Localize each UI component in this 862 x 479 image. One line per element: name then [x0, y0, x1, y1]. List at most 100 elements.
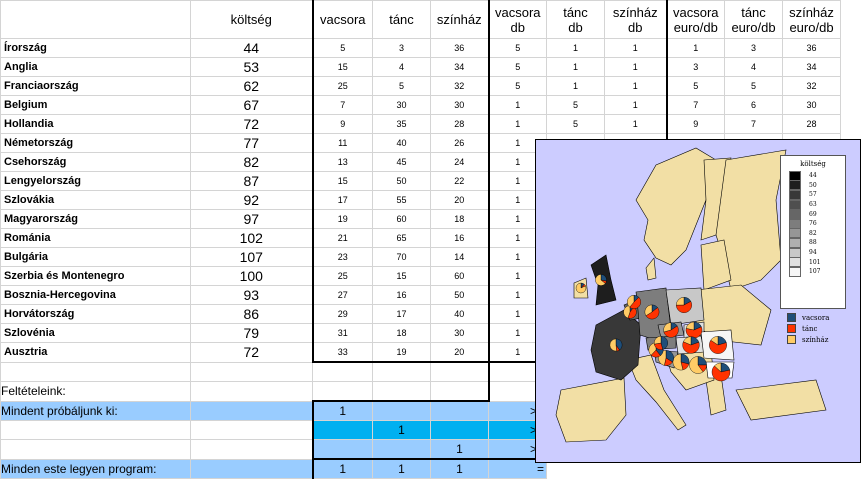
szinhaz-cell[interactable]: 60 — [430, 266, 489, 286]
db-tanc-cell[interactable]: 5 — [546, 95, 605, 115]
cond-tanc-cell[interactable]: 1 — [372, 458, 431, 479]
tanc-cell[interactable]: 40 — [372, 133, 431, 153]
empty-cell[interactable] — [190, 439, 313, 460]
cost-cell[interactable]: 93 — [190, 285, 313, 305]
szinhaz-cell[interactable]: 30 — [430, 95, 489, 115]
country-name[interactable]: Franciaország — [0, 76, 191, 96]
eu-szinhaz-cell[interactable]: 34 — [782, 57, 841, 77]
szinhaz-cell[interactable]: 24 — [430, 152, 489, 172]
vacsora-cell[interactable]: 9 — [311, 114, 373, 134]
vacsora-cell[interactable]: 31 — [311, 323, 373, 343]
vacsora-cell[interactable]: 19 — [311, 209, 373, 229]
vacsora-cell[interactable]: 11 — [311, 133, 373, 153]
cost-cell[interactable]: 102 — [190, 228, 313, 248]
cost-cell[interactable]: 72 — [190, 114, 313, 134]
empty-cell[interactable] — [372, 361, 431, 382]
cond-szinhaz-cell[interactable] — [430, 400, 489, 421]
cost-cell[interactable]: 44 — [190, 38, 313, 58]
db-vacsora-cell[interactable]: 5 — [487, 38, 547, 58]
tanc-cell[interactable]: 4 — [372, 57, 431, 77]
header-cost[interactable]: költség — [190, 0, 313, 39]
eu-vacsora-cell[interactable]: 5 — [665, 76, 725, 96]
cost-cell[interactable]: 67 — [190, 95, 313, 115]
cost-cell[interactable]: 72 — [190, 342, 313, 363]
header-db-szin[interactable]: színház db — [604, 0, 667, 39]
tanc-cell[interactable]: 55 — [372, 190, 431, 210]
cond-vacsora-cell[interactable]: 1 — [311, 458, 373, 479]
country-name[interactable]: Belgium — [0, 95, 191, 115]
szinhaz-cell[interactable]: 40 — [430, 304, 489, 324]
vacsora-cell[interactable]: 27 — [311, 285, 373, 305]
header-eu-vac[interactable]: vacsora euro/db — [665, 0, 725, 39]
vacsora-cell[interactable]: 21 — [311, 228, 373, 248]
header-vacsora[interactable]: vacsora — [311, 0, 373, 39]
eu-tanc-cell[interactable]: 3 — [724, 38, 783, 58]
szinhaz-cell[interactable]: 14 — [430, 247, 489, 267]
country-name[interactable]: Szerbia és Montenegro — [0, 266, 191, 286]
cost-cell[interactable]: 107 — [190, 247, 313, 267]
europe-map-chart[interactable]: költség 44 50 57 63 69 76 82 88 94 101 107 vacsora… — [535, 139, 861, 463]
empty-cell[interactable] — [0, 361, 191, 382]
country-name[interactable]: Horvátország — [0, 304, 191, 324]
empty-cell[interactable] — [0, 439, 191, 460]
empty-cell[interactable] — [0, 420, 191, 440]
szinhaz-cell[interactable]: 26 — [430, 133, 489, 153]
vacsora-cell[interactable]: 23 — [311, 247, 373, 267]
eu-tanc-cell[interactable]: 5 — [724, 76, 783, 96]
empty-cell[interactable] — [190, 381, 313, 402]
tanc-cell[interactable]: 35 — [372, 114, 431, 134]
db-szinhaz-cell[interactable]: 1 — [604, 38, 667, 58]
country-name[interactable]: Románia — [0, 228, 191, 248]
country-name[interactable]: Bulgária — [0, 247, 191, 267]
szinhaz-cell[interactable]: 30 — [430, 323, 489, 343]
eu-szinhaz-cell[interactable]: 28 — [782, 114, 841, 134]
country-name[interactable]: Lengyelország — [0, 171, 191, 191]
condition-label[interactable]: Minden este legyen program: — [0, 458, 191, 479]
db-tanc-cell[interactable]: 5 — [546, 114, 605, 134]
cost-cell[interactable]: 100 — [190, 266, 313, 286]
eu-szinhaz-cell[interactable]: 36 — [782, 38, 841, 58]
eu-szinhaz-cell[interactable]: 30 — [782, 95, 841, 115]
cond-vacsora-cell[interactable] — [311, 420, 373, 440]
country-name[interactable]: Ausztria — [0, 342, 191, 363]
country-name[interactable]: Németország — [0, 133, 191, 153]
szinhaz-cell[interactable]: 18 — [430, 209, 489, 229]
db-tanc-cell[interactable]: 1 — [546, 38, 605, 58]
vacsora-cell[interactable]: 17 — [311, 190, 373, 210]
szinhaz-cell[interactable]: 36 — [430, 38, 489, 58]
eu-tanc-cell[interactable]: 6 — [724, 95, 783, 115]
db-tanc-cell[interactable]: 1 — [546, 57, 605, 77]
tanc-cell[interactable]: 70 — [372, 247, 431, 267]
header-db-vac[interactable]: vacsora db — [487, 0, 547, 39]
szinhaz-cell[interactable]: 28 — [430, 114, 489, 134]
country-name[interactable]: Hollandia — [0, 114, 191, 134]
tanc-cell[interactable]: 5 — [372, 76, 431, 96]
country-name[interactable]: Szlovénia — [0, 323, 191, 343]
empty-cell[interactable] — [190, 458, 313, 479]
header-empty[interactable] — [0, 0, 191, 39]
tanc-cell[interactable]: 65 — [372, 228, 431, 248]
empty-cell[interactable] — [190, 420, 313, 440]
cond-szinhaz-cell[interactable] — [430, 420, 489, 440]
tanc-cell[interactable]: 60 — [372, 209, 431, 229]
country-name[interactable]: Bosznia-Hercegovina — [0, 285, 191, 305]
header-tanc[interactable]: tánc — [372, 0, 431, 39]
tanc-cell[interactable]: 15 — [372, 266, 431, 286]
tanc-cell[interactable]: 3 — [372, 38, 431, 58]
eu-tanc-cell[interactable]: 7 — [724, 114, 783, 134]
vacsora-cell[interactable]: 25 — [311, 76, 373, 96]
db-vacsora-cell[interactable]: 1 — [487, 114, 547, 134]
header-szinhaz[interactable]: színház — [430, 0, 489, 39]
db-szinhaz-cell[interactable]: 1 — [604, 76, 667, 96]
empty-cell[interactable] — [312, 381, 373, 402]
cost-cell[interactable]: 92 — [190, 190, 313, 210]
tanc-cell[interactable]: 16 — [372, 285, 431, 305]
eu-vacsora-cell[interactable]: 3 — [665, 57, 725, 77]
vacsora-cell[interactable]: 15 — [311, 57, 373, 77]
cond-vacsora-cell[interactable] — [311, 439, 373, 460]
tanc-cell[interactable]: 19 — [372, 342, 431, 363]
eu-vacsora-cell[interactable]: 7 — [665, 95, 725, 115]
cond-tanc-cell[interactable]: 1 — [372, 420, 431, 440]
cond-vacsora-cell[interactable]: 1 — [311, 400, 373, 421]
country-name[interactable]: Anglia — [0, 57, 191, 77]
